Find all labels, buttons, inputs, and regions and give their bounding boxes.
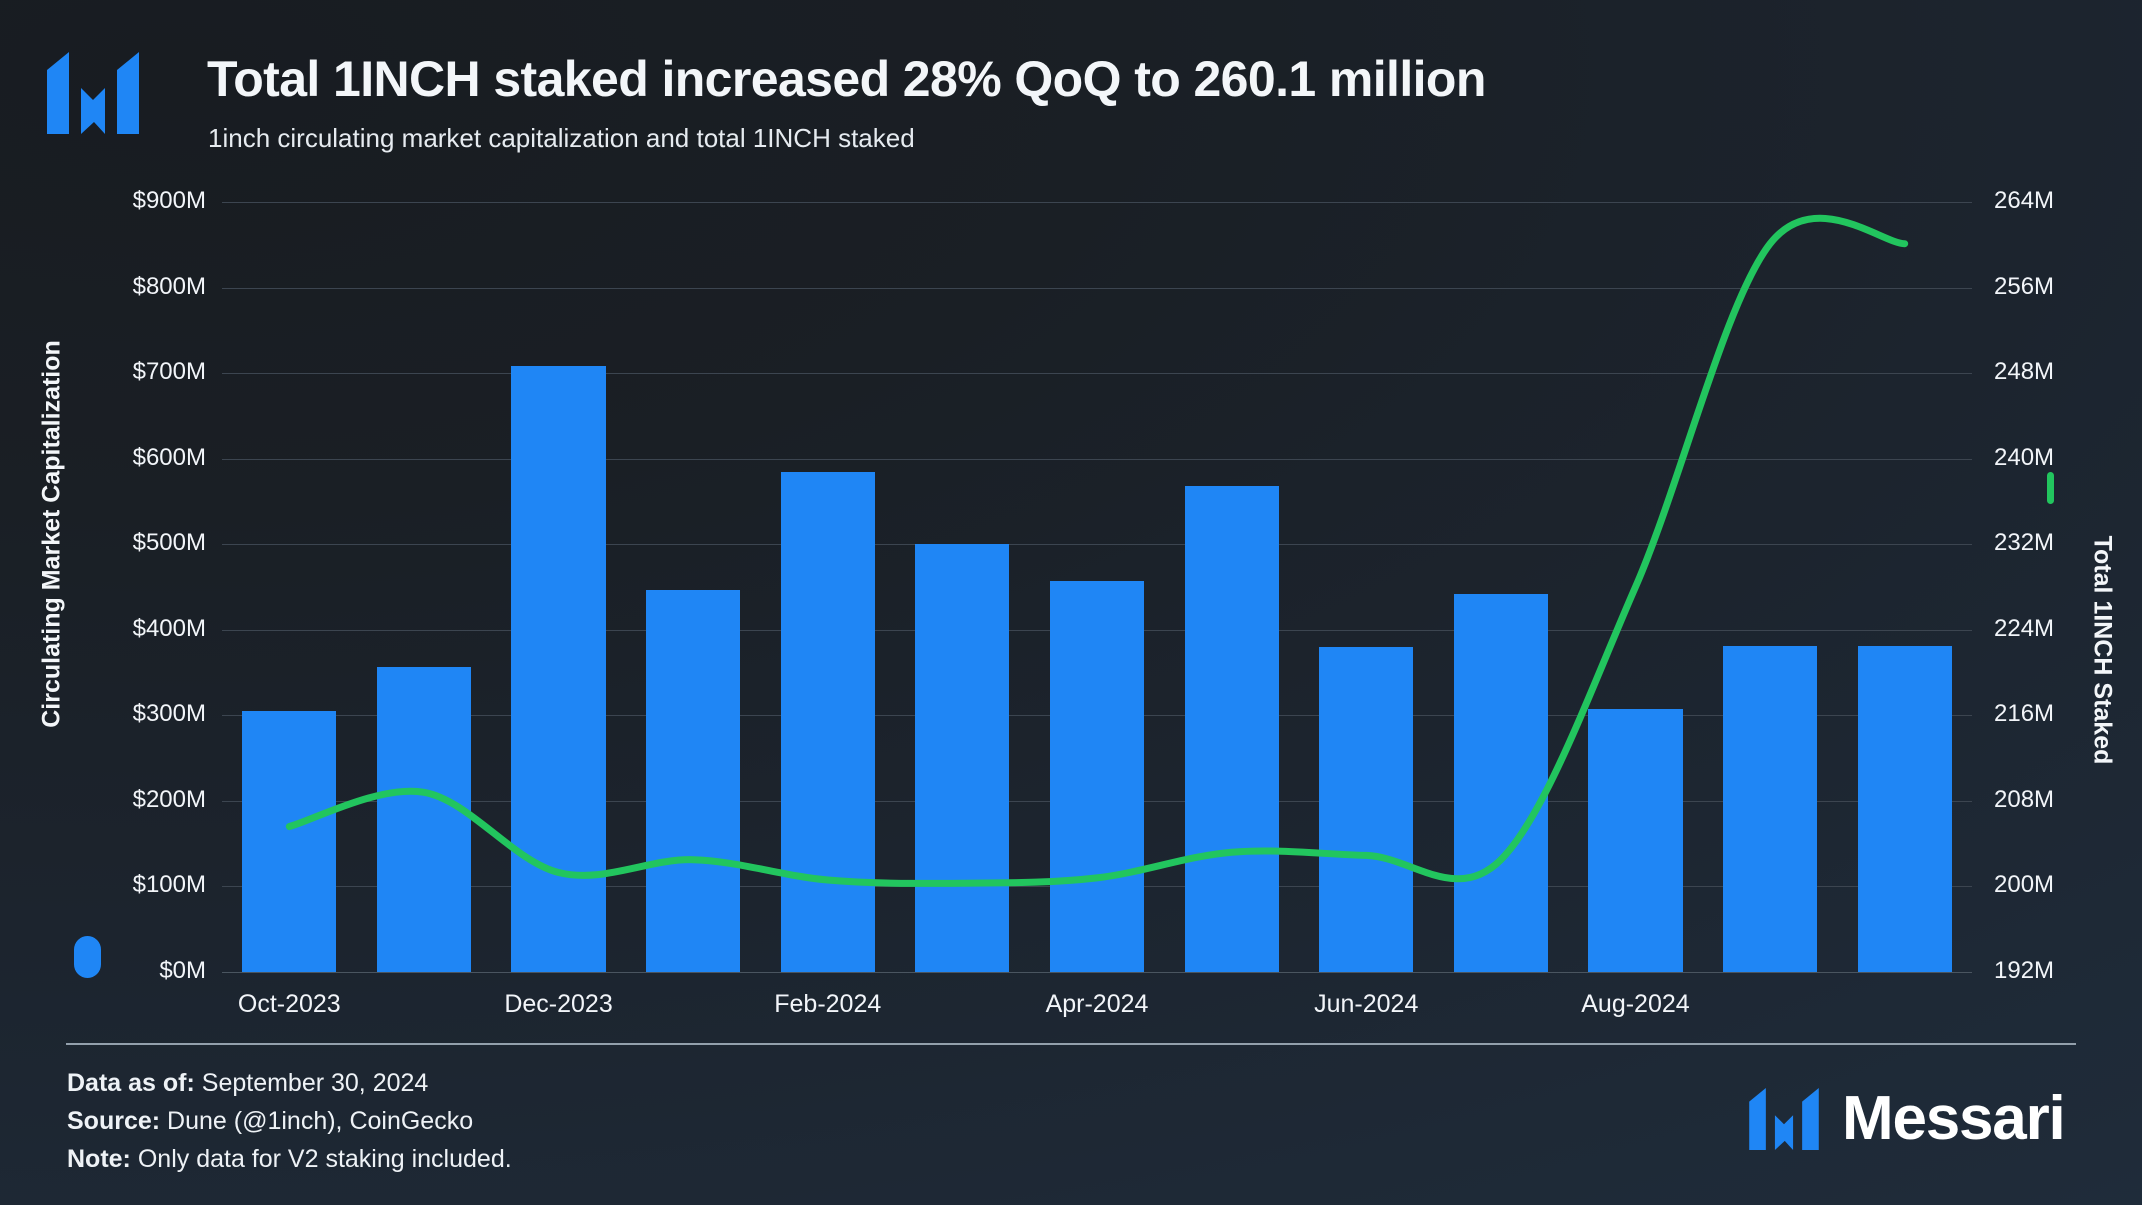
y-axis-left-tick-label: $600M [132,443,206,471]
legend-swatch-market-cap [74,936,101,978]
gridline [222,287,1972,289]
x-axis-tick-label: Aug-2024 [1581,990,1690,1018]
y-axis-left-tick-label: $200M [132,785,206,813]
footer-note-value: Only data for V2 staking included. [137,1145,512,1173]
gridline [222,373,1972,375]
footer-notes: Data as of: September 30, 2024 Source: D… [67,1064,512,1178]
y-axis-right-tick-label: 200M [1994,871,2055,899]
y-axis-left-tick-label: $100M [132,871,206,899]
y-axis-right-tick-label: 232M [1994,529,2055,557]
brand-wordmark: Messari [1842,1084,2066,1153]
page-title: Total 1INCH staked increased 28% QoQ to … [207,51,1486,107]
bar [915,544,1010,972]
footer-data-as-of-value: September 30, 2024 [201,1069,429,1097]
footer-source-value: Dune (@1inch), CoinGecko [167,1107,474,1135]
messari-logo-icon [47,52,139,134]
chart-header: Total 1INCH staked increased 28% QoQ to … [0,0,2142,178]
x-axis-tick-label: Oct-2023 [237,990,341,1018]
messari-logo-icon [1749,1088,1819,1150]
y-axis-right-tick-label: 248M [1994,358,2055,386]
bar [1319,646,1414,972]
gridline [222,202,1972,203]
footer-source-label: Source: [67,1107,161,1135]
x-axis-tick-label: Apr-2024 [1045,990,1149,1018]
y-axis-left-tick-label: $900M [132,187,206,214]
line-series-staked [222,202,1972,972]
footer-divider [66,1043,2076,1045]
y-axis-left-tick-label: $300M [132,700,206,728]
bar [1184,486,1279,972]
x-axis-tick-label: Dec-2023 [504,990,613,1018]
bar [1722,646,1818,972]
bar [376,666,472,972]
y-axis-left-tick-label: $800M [132,272,206,300]
gridline [222,458,1972,460]
page-subtitle: 1inch circulating market capitalization … [208,123,915,153]
footer-data-as-of: Data as of: September 30, 2024 [67,1064,512,1102]
y-axis-right-tick-label: 208M [1994,785,2055,813]
bar [1588,708,1683,972]
bar [646,590,741,972]
gridline [222,972,1972,973]
bar [780,471,875,972]
y-axis-right-tick-label: 224M [1994,614,2055,642]
y-axis-right-tick-label: 264M [1994,187,2055,214]
bar [1049,581,1145,972]
x-axis-tick-label: Jun-2024 [1314,990,1419,1018]
plot-region [222,202,1972,973]
y-axis-right-tick-label: 256M [1994,272,2055,300]
footer-note: Note: Only data for V2 staking included. [67,1140,512,1178]
bar [1857,646,1952,972]
footer-data-as-of-label: Data as of: [67,1069,195,1097]
y-axis-right-tick-label: 240M [1994,443,2055,471]
gridline [222,544,1972,546]
bar [1453,593,1548,972]
chart-area: Circulating Market Capitalization Total … [0,150,2142,1030]
footer-note-label: Note: [67,1145,131,1173]
x-axis-tick-label: Feb-2024 [774,990,882,1018]
y-axis-left-tick-label: $700M [132,358,206,386]
y-axis-left-tick-label: $0M [159,957,206,984]
footer-source: Source: Dune (@1inch), CoinGecko [67,1102,512,1140]
y-axis-left-tick-label: $500M [132,529,206,557]
y-axis-right-tick-label: 192M [1994,957,2055,984]
y-axis-left-tick-label: $400M [132,614,206,642]
bar [242,711,337,972]
y-axis-right-tick-label: 216M [1994,700,2055,728]
brand-lockup: Messari [1748,1084,2066,1153]
y-axis-title-right: Total 1INCH Staked [2088,535,2117,765]
legend-swatch-staked [2047,472,2054,504]
staked-line-path [289,218,1904,883]
